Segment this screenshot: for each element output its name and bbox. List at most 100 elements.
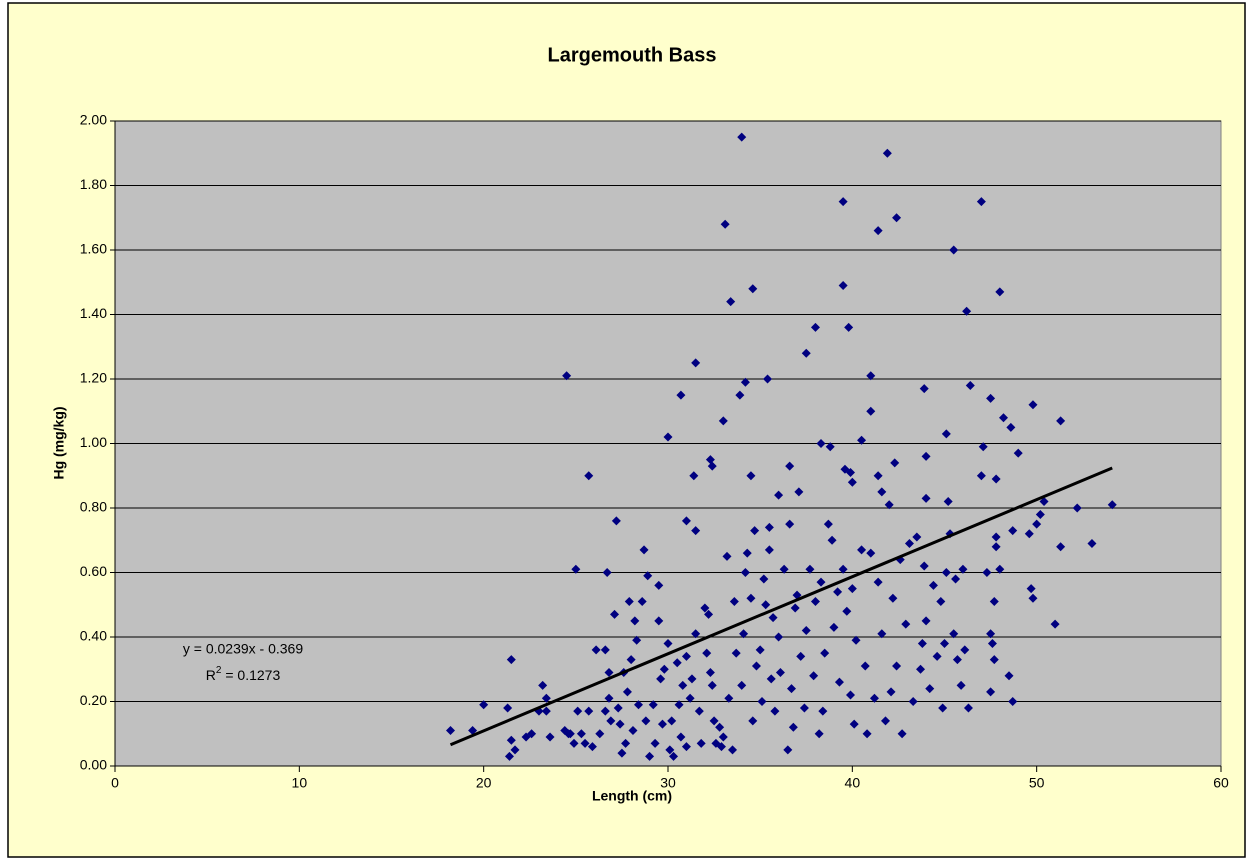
data-point	[739, 629, 749, 639]
chart-title: Largemouth Bass	[548, 44, 717, 66]
x-tick-label: 50	[1029, 775, 1045, 791]
data-point	[1024, 529, 1034, 539]
data-point	[685, 693, 695, 703]
data-point	[746, 593, 756, 603]
data-point	[569, 738, 579, 748]
data-point	[825, 442, 835, 452]
data-point	[845, 690, 855, 700]
data-point	[857, 545, 867, 555]
data-point	[510, 745, 520, 755]
data-point	[755, 645, 765, 655]
data-point	[810, 322, 820, 332]
data-point	[976, 197, 986, 207]
data-point	[866, 548, 876, 558]
data-point	[720, 219, 730, 229]
data-point	[962, 306, 972, 316]
data-point	[737, 132, 747, 142]
data-point	[737, 680, 747, 690]
data-point	[941, 568, 951, 577]
data-point	[604, 693, 614, 703]
data-point	[1039, 497, 1049, 507]
data-point	[810, 597, 820, 607]
data-point	[746, 471, 756, 481]
data-point	[921, 493, 931, 503]
data-point	[541, 693, 551, 703]
data-point	[989, 597, 999, 607]
r-squared: R2 = 0.1273	[206, 665, 281, 683]
data-point	[645, 751, 655, 761]
data-point	[704, 609, 714, 619]
data-point	[890, 458, 900, 468]
data-point	[805, 564, 815, 574]
data-point	[991, 474, 1001, 484]
x-tick-label: 30	[660, 775, 676, 791]
data-point	[940, 638, 949, 648]
data-point	[445, 726, 455, 736]
data-point	[794, 487, 804, 497]
data-point	[650, 738, 660, 748]
data-point	[963, 703, 973, 713]
data-point	[641, 716, 651, 726]
y-tick-label: 0.60	[80, 563, 107, 579]
data-point	[689, 471, 699, 481]
data-point	[857, 435, 867, 445]
data-point	[669, 751, 679, 761]
data-point	[816, 439, 826, 448]
data-point	[884, 500, 894, 510]
data-point	[982, 568, 992, 577]
data-point	[790, 603, 800, 613]
data-point	[624, 597, 634, 607]
data-point	[882, 148, 892, 158]
data-point	[866, 371, 876, 381]
data-point	[639, 545, 649, 555]
data-point	[630, 616, 640, 626]
data-point	[951, 574, 961, 584]
data-point	[943, 497, 953, 507]
y-tick-label: 1.00	[80, 434, 107, 450]
data-point	[705, 667, 715, 677]
data-point	[770, 706, 780, 716]
data-point	[842, 606, 852, 616]
trendline-equation: y = 0.0239x - 0.369	[183, 641, 303, 657]
data-point	[783, 745, 793, 755]
data-point	[657, 719, 667, 729]
data-point	[986, 687, 996, 697]
data-point	[672, 658, 682, 668]
data-point	[888, 593, 898, 603]
data-point	[573, 706, 583, 716]
x-axis-label: Length (cm)	[592, 788, 672, 804]
data-point	[958, 564, 968, 574]
data-point	[576, 729, 586, 739]
data-point	[681, 742, 691, 752]
data-point	[637, 597, 647, 607]
data-point	[919, 384, 929, 394]
trendline	[449, 466, 1113, 747]
data-point	[916, 664, 926, 674]
data-point	[621, 738, 631, 748]
data-point	[600, 645, 610, 655]
data-point	[722, 551, 732, 561]
data-point	[849, 719, 859, 729]
data-point	[503, 703, 513, 713]
data-point	[1032, 519, 1042, 529]
data-point	[816, 577, 826, 587]
data-point	[877, 487, 887, 497]
data-point	[600, 706, 610, 716]
data-point	[676, 390, 686, 400]
data-point	[632, 635, 642, 645]
data-point	[541, 706, 551, 716]
data-point	[740, 377, 750, 387]
data-point	[766, 674, 776, 684]
data-point	[700, 603, 710, 613]
data-point	[1026, 584, 1036, 594]
data-point	[823, 519, 833, 529]
data-point	[1056, 416, 1066, 426]
data-point	[587, 742, 597, 752]
data-point	[829, 622, 839, 632]
data-point	[740, 568, 750, 577]
data-point	[844, 322, 854, 332]
data-point	[897, 729, 907, 739]
data-point	[1028, 593, 1038, 603]
data-point	[617, 748, 627, 758]
